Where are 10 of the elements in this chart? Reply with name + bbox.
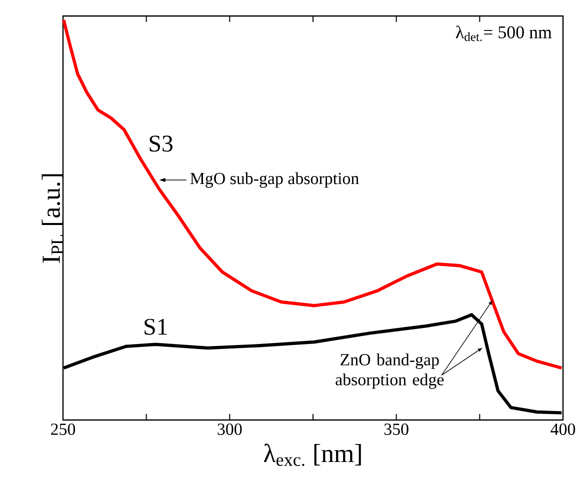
- x-tick-label: 400: [550, 424, 576, 435]
- x-tick-label: 300: [218, 424, 242, 435]
- annotation: MgO sub-gap absorption: [190, 172, 359, 188]
- annotation: λ$_{det.}$= 500 nm: [456, 26, 552, 42]
- series-label: S1: [144, 318, 167, 335]
- x-tick-label: 250: [51, 424, 76, 435]
- annotation: ZnO band-gap absorption edge: [336, 354, 444, 389]
- x-tick-label: 350: [384, 424, 408, 435]
- x-axis-title: λ$_{exc.}$ [nm]: [264, 444, 361, 466]
- series-label: S3: [150, 136, 172, 152]
